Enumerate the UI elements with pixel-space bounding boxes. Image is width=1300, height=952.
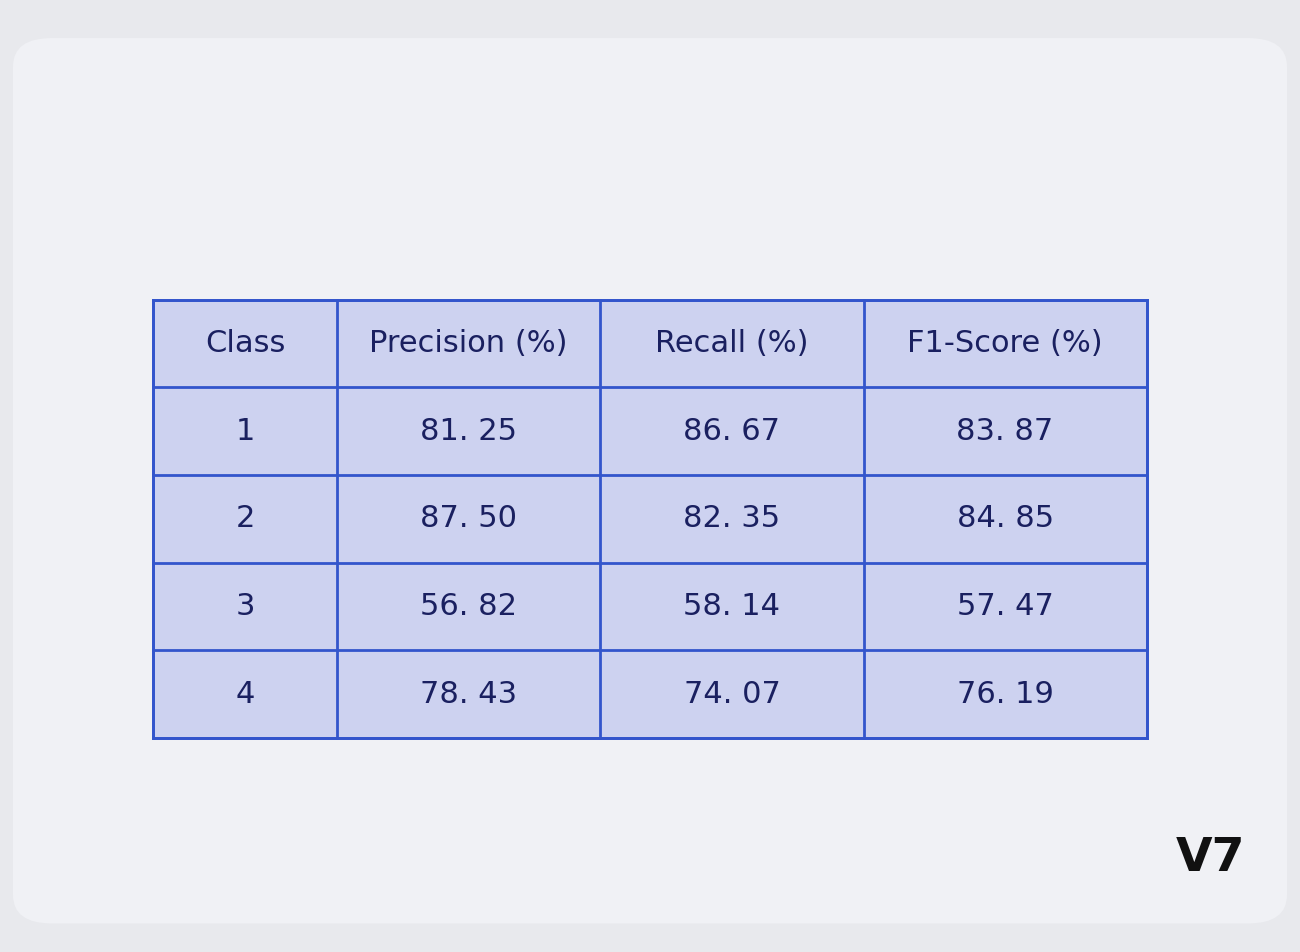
Text: 58. 14: 58. 14 [684, 592, 780, 621]
Text: 78. 43: 78. 43 [420, 680, 517, 708]
Text: 4: 4 [235, 680, 255, 708]
Text: 2: 2 [235, 505, 255, 533]
Text: F1-Score (%): F1-Score (%) [907, 329, 1102, 358]
Text: 56. 82: 56. 82 [420, 592, 517, 621]
Text: V7: V7 [1176, 836, 1245, 881]
Text: 81. 25: 81. 25 [420, 417, 517, 446]
Text: Class: Class [205, 329, 286, 358]
Text: 82. 35: 82. 35 [684, 505, 780, 533]
Text: 84. 85: 84. 85 [957, 505, 1053, 533]
Text: 1: 1 [235, 417, 255, 446]
FancyBboxPatch shape [13, 38, 1287, 923]
Text: 74. 07: 74. 07 [684, 680, 780, 708]
Text: Precision (%): Precision (%) [369, 329, 568, 358]
Text: 87. 50: 87. 50 [420, 505, 517, 533]
Text: 76. 19: 76. 19 [957, 680, 1053, 708]
FancyBboxPatch shape [153, 300, 1147, 738]
Text: 57. 47: 57. 47 [957, 592, 1053, 621]
Text: 86. 67: 86. 67 [684, 417, 780, 446]
Text: Recall (%): Recall (%) [655, 329, 809, 358]
Text: 83. 87: 83. 87 [957, 417, 1054, 446]
Text: 3: 3 [235, 592, 255, 621]
